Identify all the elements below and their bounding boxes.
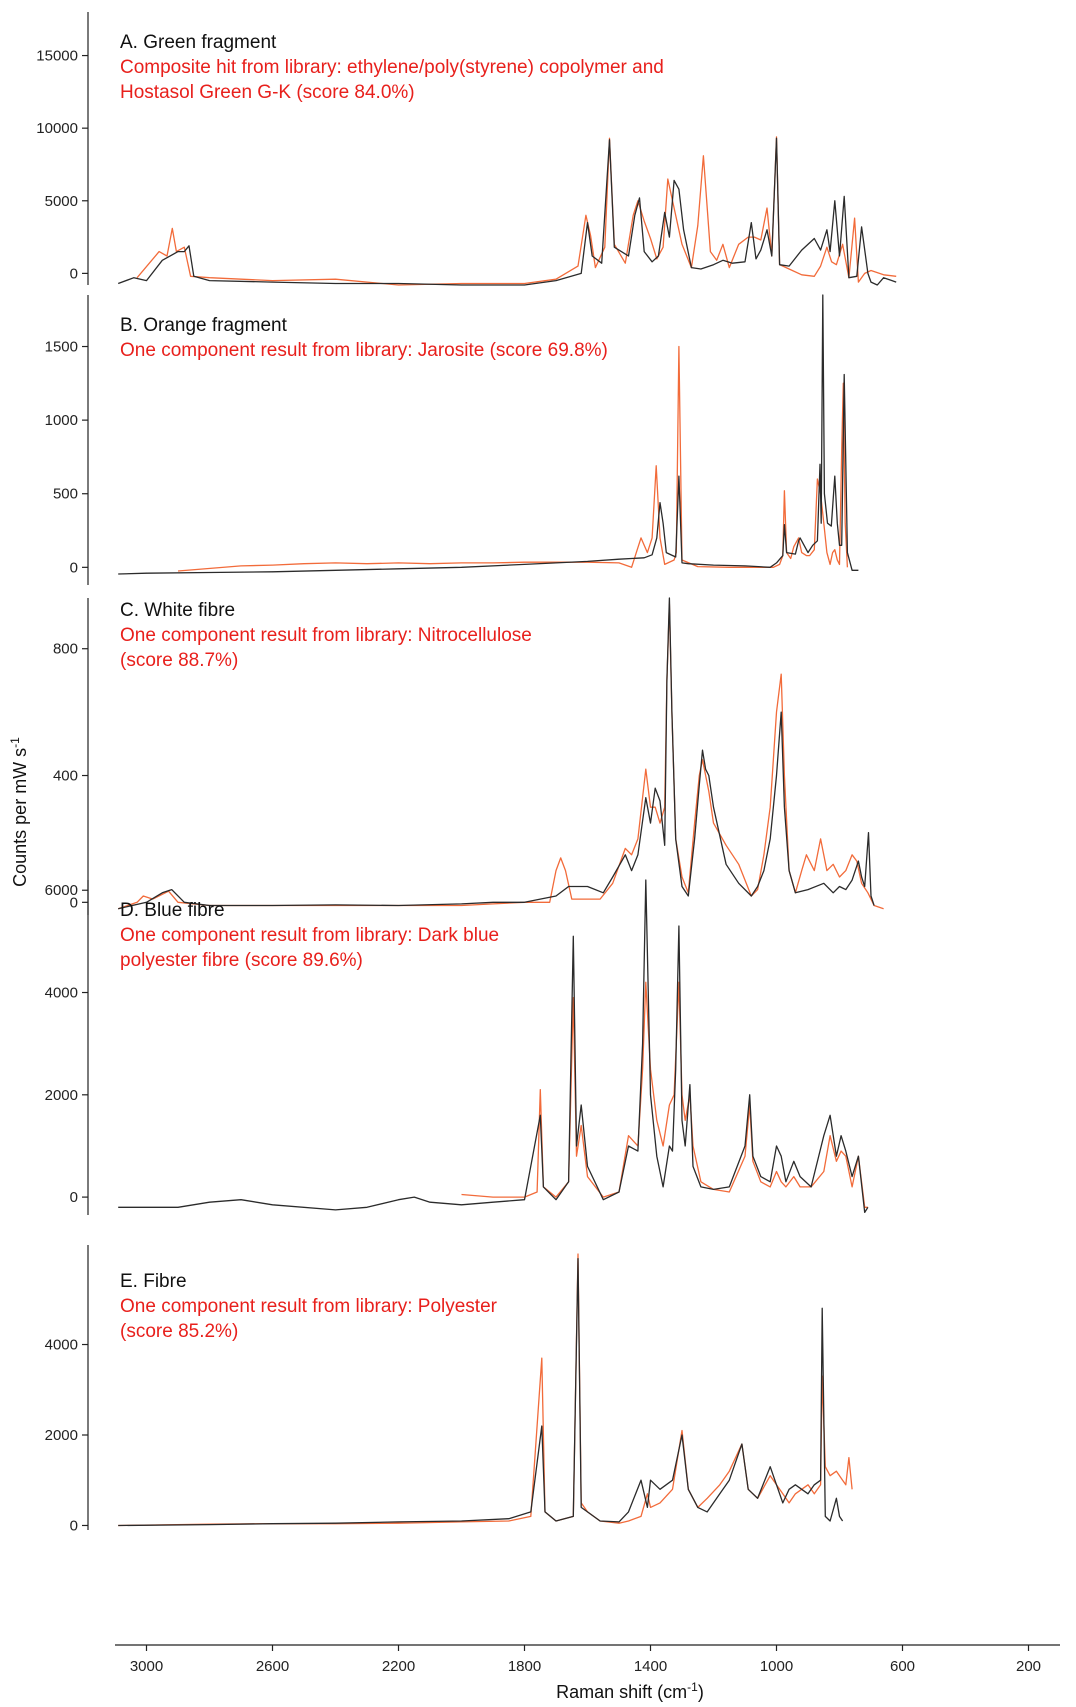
- y-tick-label: 2000: [45, 1087, 78, 1104]
- series-line-sample: [118, 597, 875, 910]
- panel-title: D. Blue fibre: [120, 900, 225, 921]
- series-line-library: [136, 136, 897, 286]
- panel-d: 0 2000 4000 6000 D. Blue fibre One component …: [45, 879, 869, 1215]
- panel-a: 0 5000 10000 15000 A. Green fragment Composit…: [36, 12, 897, 286]
- y-tick-label: 800: [53, 641, 78, 658]
- y-tick-label: 400: [53, 768, 78, 785]
- series-line-sample: [117, 137, 897, 286]
- x-axis-label-sup: -1: [687, 1680, 698, 1694]
- panel-result-text: Composite hit from library: ethylene/pol…: [120, 57, 664, 78]
- series-line-library: [118, 1253, 853, 1527]
- y-axis-label-sup: -1: [8, 737, 22, 748]
- y-tick-label: 1000: [45, 412, 78, 429]
- x-axis-label: Raman shift (cm-1): [556, 1680, 704, 1702]
- panel-title: C. White fibre: [120, 600, 235, 621]
- y-tick-label: 2000: [45, 1427, 78, 1444]
- x-tick-label: 1800: [508, 1658, 541, 1675]
- x-axis-label-main: Raman shift (cm: [556, 1682, 687, 1702]
- y-tick-label: 6000: [45, 882, 78, 899]
- panel-result-text: One component result from library: Polye…: [120, 1296, 498, 1317]
- y-tick-label: 4000: [45, 985, 78, 1002]
- panel-title: B. Orange fragment: [120, 315, 288, 336]
- x-ticks: 3000 2600 2200 1800 1400 1000 600 200: [130, 1645, 1041, 1675]
- panel-result-text: (score 88.7%): [120, 650, 238, 671]
- panel-title: A. Green fragment: [120, 32, 277, 53]
- y-tick-label: 0: [70, 265, 78, 282]
- y-tick-label: 5000: [45, 193, 78, 210]
- panel-result-text: One component result from library: Dark …: [120, 925, 499, 946]
- x-axis: 3000 2600 2200 1800 1400 1000 600 200: [115, 1644, 1060, 1675]
- panel-result-text: (score 85.2%): [120, 1321, 238, 1342]
- series-line-sample: [118, 879, 869, 1214]
- x-tick-label: 2200: [382, 1658, 415, 1675]
- panel-result-text: One component result from library: Jaros…: [120, 340, 608, 361]
- panel-e: 0 2000 4000 E. Fibre One component result fr…: [45, 1245, 853, 1534]
- y-tick-label: 1500: [45, 339, 78, 356]
- panel-result-text: One component result from library: Nitro…: [120, 625, 532, 646]
- y-tick-label: 4000: [45, 1337, 78, 1354]
- panel-result-text: polyester fibre (score 89.6%): [120, 950, 363, 971]
- y-tick-label: 0: [70, 894, 78, 911]
- y-tick-label: 500: [53, 486, 78, 503]
- y-tick-label: 10000: [36, 120, 78, 137]
- y-tick-label: 0: [70, 1517, 78, 1534]
- panel-title: E. Fibre: [120, 1271, 187, 1292]
- x-tick-label: 200: [1016, 1658, 1041, 1675]
- y-axis-label-main: Counts per mW s: [10, 748, 30, 887]
- x-tick-label: 3000: [130, 1658, 163, 1675]
- series-line-sample: [118, 294, 859, 575]
- y-axis-label: Counts per mW s-1: [8, 737, 30, 887]
- y-tick-label: 0: [70, 1189, 78, 1206]
- x-tick-label: 1000: [760, 1658, 793, 1675]
- y-tick-label: 15000: [36, 48, 78, 65]
- series-line-library: [461, 981, 868, 1208]
- series-line-library: [177, 345, 849, 572]
- panel-result-text: Hostasol Green G-K (score 84.0%): [120, 82, 415, 103]
- series-line-sample: [118, 1257, 844, 1527]
- x-tick-label: 600: [890, 1658, 915, 1675]
- x-axis-label-close: ): [698, 1682, 704, 1702]
- y-tick-label: 0: [70, 559, 78, 576]
- x-tick-label: 2600: [256, 1658, 289, 1675]
- x-tick-label: 1400: [634, 1658, 667, 1675]
- panel-b: 0 500 1000 1500 B. Orange fragment One compon…: [45, 294, 859, 585]
- panel-c: 0 400 800 C. White fibre One component resul…: [53, 597, 884, 915]
